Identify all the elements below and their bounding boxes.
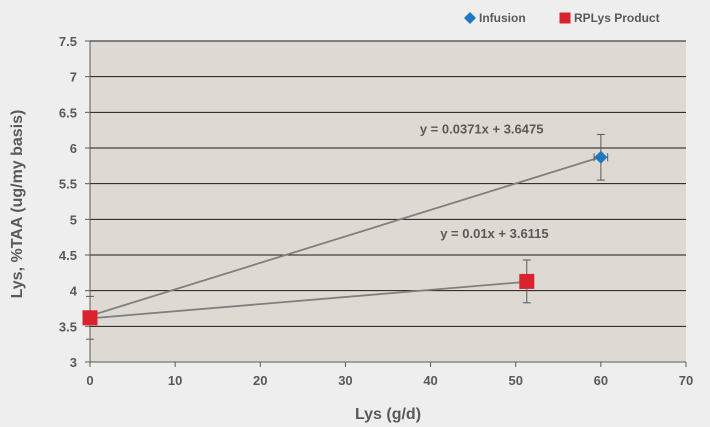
legend: Infusion RPLys Product xyxy=(464,11,660,25)
trendline-equation: y = 0.0371x + 3.6475 xyxy=(420,122,544,137)
legend-item: Infusion xyxy=(464,11,526,25)
y-tick-label: 5.5 xyxy=(59,177,77,192)
data-point-diamond xyxy=(594,150,608,164)
legend-label: RPLys Product xyxy=(574,11,660,25)
x-axis-ticks: 0 10 20 30 40 50 60 70 xyxy=(86,362,693,388)
legend-label: Infusion xyxy=(479,11,526,25)
y-tick-label: 6 xyxy=(70,141,77,156)
x-tick-label: 40 xyxy=(423,373,437,388)
y-tick-label: 7.5 xyxy=(59,34,77,49)
trendlines xyxy=(89,156,602,320)
y-tick-label: 7 xyxy=(70,70,77,85)
x-axis-title: Lys (g/d) xyxy=(355,406,421,423)
y-tick-label: 4 xyxy=(70,284,78,299)
trendline-1 xyxy=(89,280,527,320)
trendline-0 xyxy=(89,156,602,317)
x-tick-label: 10 xyxy=(168,373,182,388)
x-tick-label: 0 xyxy=(86,373,93,388)
data-point-square xyxy=(82,310,98,326)
gridlines xyxy=(90,40,686,327)
trendline-equation: y = 0.01x + 3.6115 xyxy=(440,226,548,241)
y-tick-label: 5 xyxy=(70,212,77,227)
y-axis-ticks: 3 3.5 4 4.5 5 5.5 6 6.5 7 7.5 xyxy=(59,34,90,370)
legend-swatch-diamond xyxy=(464,12,476,24)
x-tick-label: 60 xyxy=(594,373,608,388)
y-tick-label: 6.5 xyxy=(59,105,77,120)
y-tick-label: 4.5 xyxy=(59,248,77,263)
x-tick-label: 30 xyxy=(338,373,352,388)
x-tick-label: 20 xyxy=(253,373,267,388)
y-tick-label: 3.5 xyxy=(59,319,77,334)
y-axis-title: Lys, %TAA (ug/my basis) xyxy=(9,110,26,299)
x-tick-label: 50 xyxy=(508,373,522,388)
y-tick-label: 3 xyxy=(70,355,77,370)
trendline-equations: y = 0.0371x + 3.6475 y = 0.01x + 3.6115 xyxy=(420,122,549,241)
data-point-square xyxy=(519,273,535,289)
x-tick-label: 70 xyxy=(679,373,693,388)
legend-item: RPLys Product xyxy=(559,11,660,25)
data-markers xyxy=(82,150,608,326)
legend-swatch-square xyxy=(559,12,571,24)
plot-area xyxy=(90,41,686,362)
